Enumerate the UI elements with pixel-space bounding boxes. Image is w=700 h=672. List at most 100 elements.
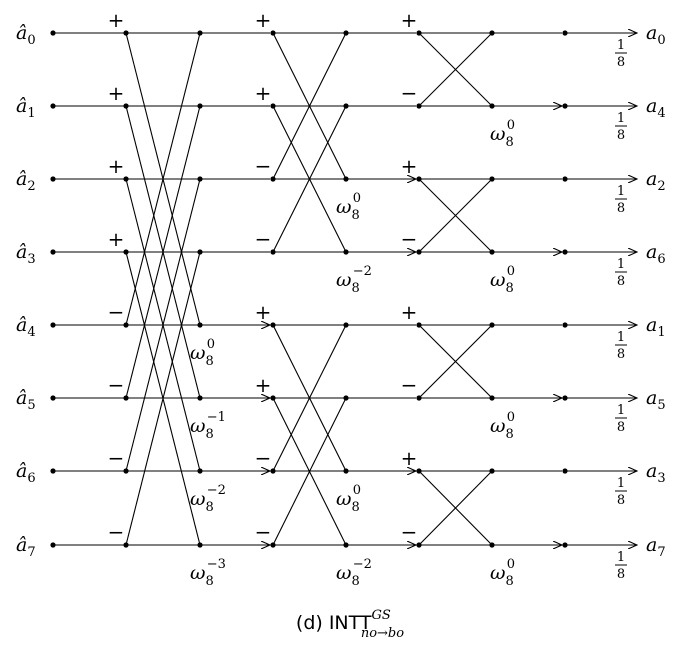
input-node-5 bbox=[50, 395, 56, 401]
s2-node-0 bbox=[270, 30, 276, 36]
s1-sign-1: + bbox=[108, 81, 125, 105]
s1-node-4 bbox=[123, 322, 129, 328]
input-label-0: â0 bbox=[16, 22, 36, 48]
s3-node-2 bbox=[416, 176, 422, 182]
scale-2-den: 8 bbox=[617, 201, 625, 216]
intt-butterfly-network: â0 a0 â1 a4 â2 a2 â3 a6 â4 a1 â5 a5 â6 a3 â7 a7 + + + + − − − −… bbox=[16, 8, 666, 589]
s3b-node-0 bbox=[489, 30, 495, 36]
s2-sign-5: + bbox=[255, 373, 272, 397]
s3-node-3 bbox=[416, 249, 422, 255]
final-node-1 bbox=[562, 103, 568, 109]
scale-2-num: 1 bbox=[617, 184, 625, 199]
input-label-3: â3 bbox=[16, 241, 36, 267]
s3-sign-3: − bbox=[401, 227, 418, 251]
input-label-2: â2 bbox=[16, 168, 36, 194]
scale-4-den: 8 bbox=[617, 347, 625, 362]
s1b-node-2 bbox=[197, 176, 203, 182]
s1b-node-7 bbox=[197, 542, 203, 548]
s2-node-3 bbox=[270, 249, 276, 255]
s3b-node-2 bbox=[489, 176, 495, 182]
s2-cross-wire-7 bbox=[272, 397, 347, 546]
input-label-1: â1 bbox=[16, 95, 36, 121]
s1-sign-7: − bbox=[108, 520, 125, 544]
s2b-node-4 bbox=[343, 322, 349, 328]
scale-7-den: 8 bbox=[617, 567, 625, 582]
s1-twiddle-3: ω8−3 bbox=[190, 557, 226, 589]
s2-cross-wire-3 bbox=[272, 105, 347, 253]
s3b-node-1 bbox=[489, 103, 495, 109]
final-node-0 bbox=[562, 30, 568, 36]
s1-sign-2: + bbox=[108, 154, 125, 178]
caption-superscript: GS bbox=[371, 608, 391, 623]
output-label-3: a6 bbox=[646, 241, 666, 267]
s2-node-1 bbox=[270, 103, 276, 109]
output-label-5: a5 bbox=[646, 387, 666, 413]
input-node-4 bbox=[50, 322, 56, 328]
s3b-node-3 bbox=[489, 249, 495, 255]
s1-twiddle-1: ω8−1 bbox=[190, 410, 226, 442]
s3-twiddle-1: ω80 bbox=[490, 264, 515, 296]
output-label-0: a0 bbox=[646, 22, 666, 48]
s1b-node-3 bbox=[197, 249, 203, 255]
scale-4-num: 1 bbox=[617, 330, 625, 345]
s1b-node-6 bbox=[197, 468, 203, 474]
s2b-node-3 bbox=[343, 249, 349, 255]
final-node-7 bbox=[562, 542, 568, 548]
s1-cross-wire-7 bbox=[125, 251, 201, 546]
input-node-3 bbox=[50, 249, 56, 255]
input-node-7 bbox=[50, 542, 56, 548]
s2-twiddle-1: ω8−2 bbox=[336, 264, 372, 296]
s1-twiddle-2: ω8−2 bbox=[190, 483, 226, 515]
s2-sign-1: + bbox=[255, 81, 272, 105]
s1-sign-6: − bbox=[108, 446, 125, 470]
s1-sign-5: − bbox=[108, 373, 125, 397]
s3-twiddle-3: ω80 bbox=[490, 557, 515, 589]
s1-node-2 bbox=[123, 176, 129, 182]
final-node-3 bbox=[562, 249, 568, 255]
s2-sign-6: − bbox=[255, 446, 272, 470]
input-node-2 bbox=[50, 176, 56, 182]
s3-sign-6: + bbox=[401, 446, 418, 470]
s3b-node-4 bbox=[489, 322, 495, 328]
s1-node-1 bbox=[123, 103, 129, 109]
s3b-node-6 bbox=[489, 468, 495, 474]
s2-twiddle-0: ω80 bbox=[336, 191, 361, 223]
s3-node-1 bbox=[416, 103, 422, 109]
s3-sign-2: + bbox=[401, 154, 418, 178]
s3-sign-1: − bbox=[401, 81, 418, 105]
s2-twiddle-3: ω8−2 bbox=[336, 557, 372, 589]
s2b-node-1 bbox=[343, 103, 349, 109]
s1b-node-1 bbox=[197, 103, 203, 109]
input-label-5: â5 bbox=[16, 387, 36, 413]
final-node-4 bbox=[562, 322, 568, 328]
s1-cross-wire-5 bbox=[125, 105, 201, 399]
output-label-2: a2 bbox=[646, 168, 666, 194]
s1-sign-0: + bbox=[108, 8, 125, 32]
s2b-node-0 bbox=[343, 30, 349, 36]
s3b-node-5 bbox=[489, 395, 495, 401]
scale-5-num: 1 bbox=[617, 403, 625, 418]
s3-cross-wire-1 bbox=[418, 32, 493, 107]
scale-1-num: 1 bbox=[617, 111, 625, 126]
s3-cross-wire-5 bbox=[418, 324, 493, 399]
s1-node-6 bbox=[123, 468, 129, 474]
s2-twiddle-2: ω80 bbox=[336, 483, 361, 515]
input-node-0 bbox=[50, 30, 56, 36]
s2b-node-5 bbox=[343, 395, 349, 401]
s1b-node-5 bbox=[197, 395, 203, 401]
s2-sign-2: − bbox=[255, 154, 272, 178]
scale-5-den: 8 bbox=[617, 420, 625, 435]
s1-node-3 bbox=[123, 249, 129, 255]
s2-cross-wire-6 bbox=[272, 324, 347, 472]
s3-node-5 bbox=[416, 395, 422, 401]
s2b-node-7 bbox=[343, 542, 349, 548]
s2-sign-7: − bbox=[255, 520, 272, 544]
s3-node-6 bbox=[416, 468, 422, 474]
s2-node-2 bbox=[270, 176, 276, 182]
figure-caption: (d) INTTGS no→bo bbox=[0, 608, 700, 641]
s3-node-4 bbox=[416, 322, 422, 328]
s3b-node-7 bbox=[489, 542, 495, 548]
s2-node-5 bbox=[270, 395, 276, 401]
scale-0-num: 1 bbox=[617, 38, 625, 53]
s3-node-0 bbox=[416, 30, 422, 36]
